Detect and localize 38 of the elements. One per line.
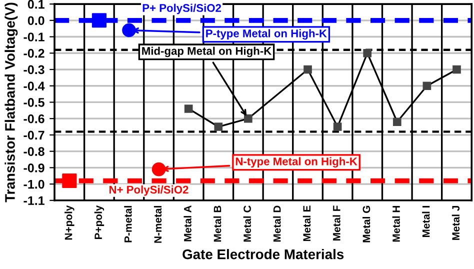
point	[122, 23, 136, 38]
y-tick-label: -0.5	[24, 98, 44, 107]
annotation: Mid-gap Metal on High-K	[142, 46, 272, 58]
x-tick-label: Metal A	[184, 206, 192, 242]
point	[62, 173, 77, 188]
y-tick-label: 0.0	[28, 16, 44, 26]
annotation: N-type Metal on High-K	[236, 157, 358, 168]
x-tick-label: Metal E	[302, 206, 311, 242]
x-tick-label: Metal J	[452, 206, 460, 240]
point	[92, 13, 106, 28]
y-tick-label: -0.2	[24, 48, 44, 58]
x-axis-title: Gate Electrode Materials	[182, 249, 344, 260]
point	[152, 162, 166, 176]
x-tick-label: Metal G	[362, 206, 370, 242]
x-tick-label: Metal C	[243, 206, 251, 242]
x-tick-label: Metal B	[214, 206, 222, 242]
annotation: P+ PolySi/SiO2	[142, 4, 222, 14]
x-tick-label: P-metal	[124, 206, 132, 242]
x-tick-label: Metal I	[422, 206, 430, 237]
y-tick-label: -0.4	[24, 82, 45, 91]
x-tick-label: Metal D	[273, 206, 281, 242]
x-tick-label: P+poly	[94, 205, 104, 240]
y-tick-label: -1.1	[24, 196, 44, 205]
x-tick-label: Metal F	[332, 206, 340, 240]
y-tick-label: -0.6	[24, 114, 44, 124]
y-tick-label: 0.1	[28, 0, 44, 9]
x-tick-label: N-metal	[154, 206, 162, 243]
y-tick-label: -0.7	[24, 130, 44, 140]
annotation: N+ PolySi/SiO2	[109, 185, 188, 196]
y-tick-label: -0.8	[24, 147, 44, 156]
y-tick-label: -0.9	[24, 163, 44, 172]
x-tick-label: Metal H	[392, 206, 400, 242]
y-tick-label: -0.3	[24, 65, 44, 74]
y-axis-title: Transistor Flatband Voltage(V)	[4, 2, 18, 202]
annotation: P-type Metal on High-K	[206, 29, 327, 40]
x-tick-label: N+poly	[64, 205, 74, 240]
y-tick-label: -1.0	[24, 180, 44, 189]
y-tick-label: -0.1	[24, 32, 44, 42]
